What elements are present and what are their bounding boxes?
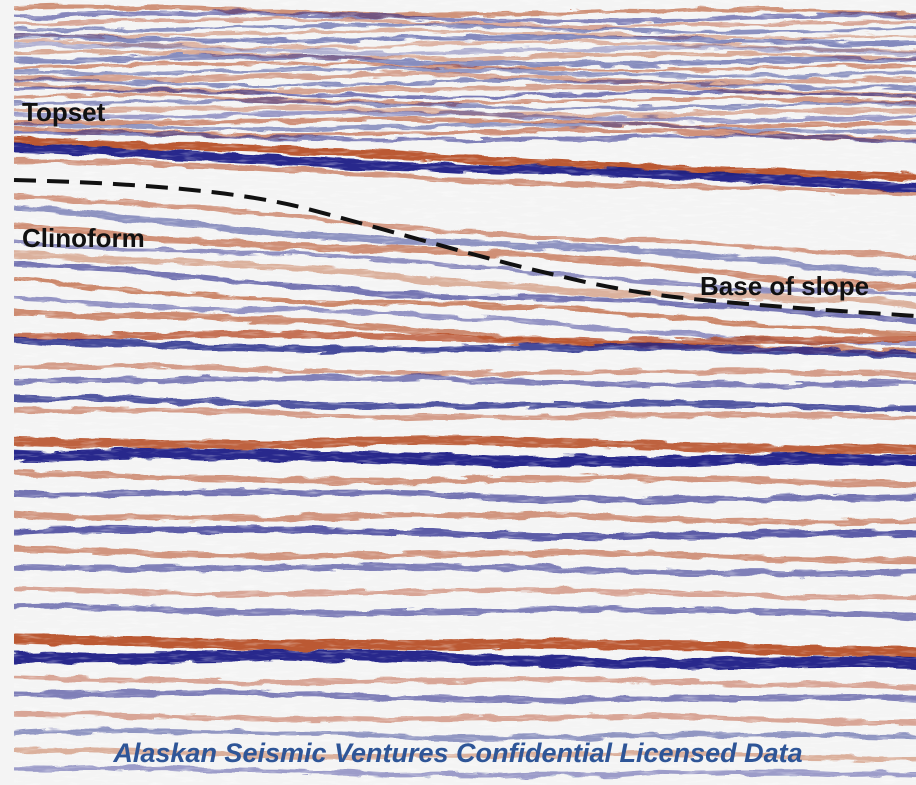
clinoform-label: Clinoform (22, 223, 145, 253)
watermark-text: Alaskan Seismic Ventures Confidential Li… (113, 738, 803, 768)
noise-overlay (14, 0, 916, 785)
base-of-slope-label: Base of slope (700, 271, 870, 301)
topset-label: Topset (22, 97, 106, 127)
